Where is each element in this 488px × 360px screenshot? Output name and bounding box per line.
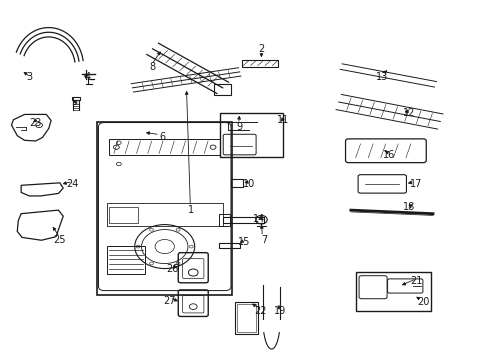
Text: 10: 10 <box>243 179 255 189</box>
Text: 14: 14 <box>252 214 264 224</box>
Text: 23: 23 <box>29 118 42 128</box>
Text: 9: 9 <box>236 122 242 132</box>
Bar <box>230 179 243 187</box>
Bar <box>109 139 220 155</box>
Text: 2: 2 <box>258 44 264 54</box>
Text: 11: 11 <box>277 115 289 125</box>
Bar <box>97 122 232 295</box>
Text: 1: 1 <box>188 205 194 215</box>
Text: 20: 20 <box>416 297 428 307</box>
Text: 26: 26 <box>165 264 178 274</box>
Bar <box>214 84 230 95</box>
Text: 17: 17 <box>409 179 422 189</box>
Bar <box>242 60 278 67</box>
Bar <box>355 272 430 311</box>
Text: 15: 15 <box>238 237 250 247</box>
Bar <box>219 215 229 226</box>
Bar <box>106 203 223 226</box>
Text: 27: 27 <box>163 296 176 306</box>
Bar <box>223 217 264 223</box>
Text: 21: 21 <box>409 276 422 286</box>
Bar <box>109 207 138 223</box>
Text: 12: 12 <box>402 108 414 118</box>
Bar <box>72 98 80 100</box>
Text: 22: 22 <box>254 306 266 316</box>
Bar <box>234 302 258 334</box>
Text: 8: 8 <box>149 62 155 72</box>
Text: 18: 18 <box>402 202 414 212</box>
Bar <box>106 246 145 274</box>
Bar <box>236 304 256 332</box>
Text: 16: 16 <box>383 150 395 160</box>
Text: 3: 3 <box>26 72 32 82</box>
Text: 25: 25 <box>54 235 66 245</box>
Text: 5: 5 <box>71 97 77 107</box>
Text: 4: 4 <box>84 72 90 82</box>
Text: 13: 13 <box>375 72 387 82</box>
Text: 19: 19 <box>274 306 286 316</box>
Text: 24: 24 <box>66 179 79 189</box>
Text: 6: 6 <box>159 132 165 143</box>
Bar <box>220 113 283 157</box>
Text: 7: 7 <box>260 235 266 245</box>
Bar <box>219 243 239 248</box>
